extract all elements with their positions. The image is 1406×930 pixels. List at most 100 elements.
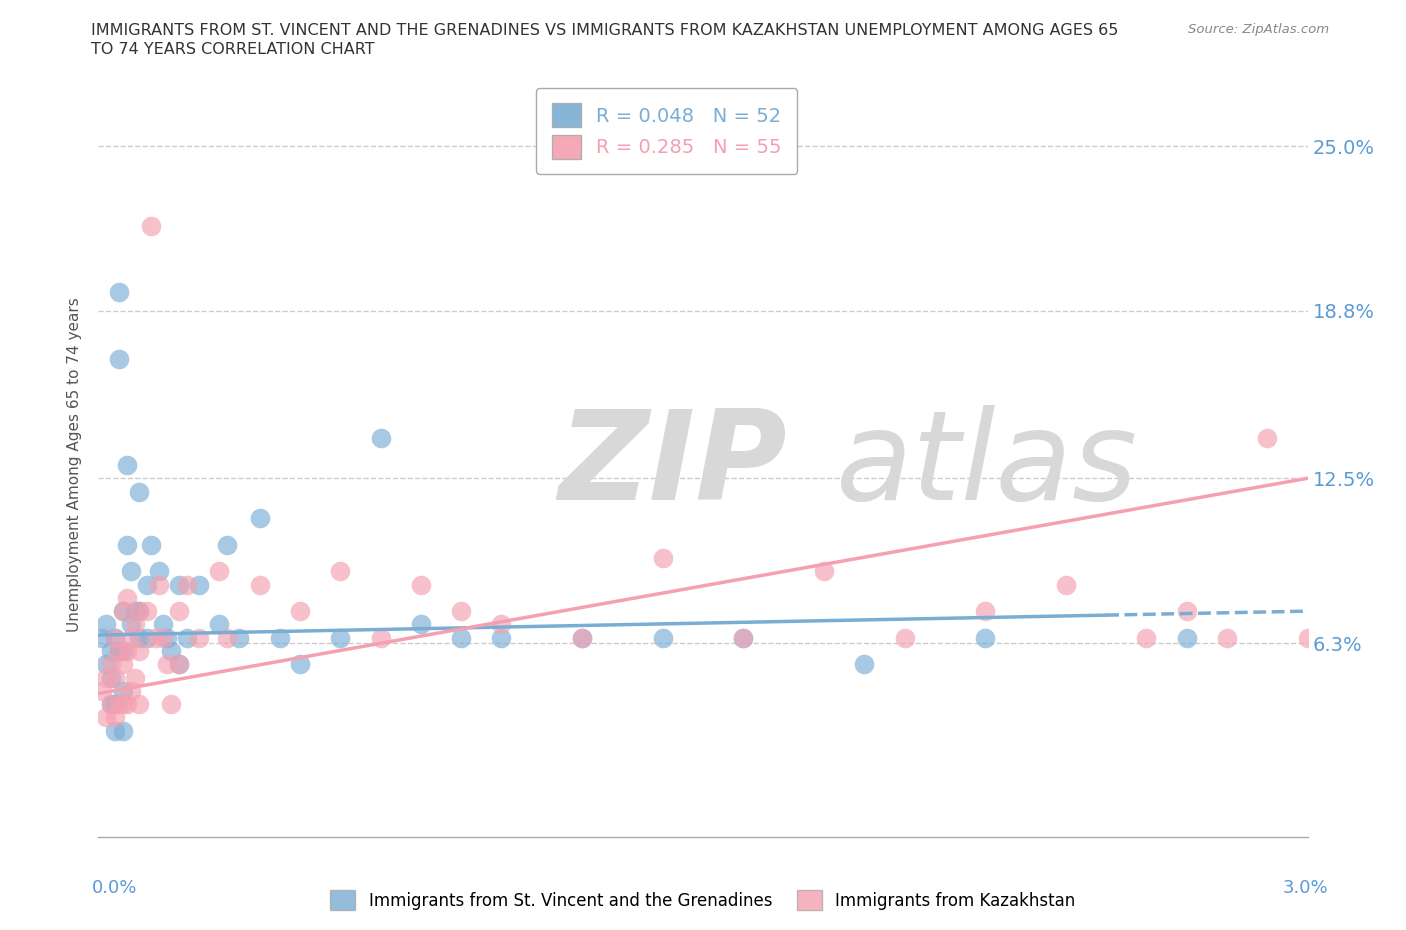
Point bbox=[120, 564, 142, 578]
Point bbox=[96, 617, 118, 631]
Point bbox=[228, 631, 250, 645]
Y-axis label: Unemployment Among Ages 65 to 74 years: Unemployment Among Ages 65 to 74 years bbox=[67, 298, 83, 632]
Point bbox=[135, 631, 157, 645]
Text: Source: ZipAtlas.com: Source: ZipAtlas.com bbox=[1188, 23, 1329, 36]
Point bbox=[107, 697, 129, 711]
Text: 3.0%: 3.0% bbox=[1284, 879, 1329, 897]
Point bbox=[128, 644, 150, 658]
Point bbox=[103, 631, 125, 645]
Point bbox=[128, 604, 150, 618]
Point bbox=[167, 578, 190, 592]
Point bbox=[1216, 631, 1239, 645]
Point bbox=[1296, 631, 1319, 645]
Point bbox=[156, 631, 179, 645]
Point bbox=[120, 631, 142, 645]
Point bbox=[111, 604, 134, 618]
Point bbox=[103, 710, 125, 724]
Point bbox=[139, 538, 162, 552]
Point bbox=[115, 538, 138, 552]
Text: 0.0%: 0.0% bbox=[91, 879, 136, 897]
Point bbox=[143, 631, 166, 645]
Point bbox=[813, 564, 835, 578]
Point bbox=[1256, 431, 1278, 445]
Text: ZIP: ZIP bbox=[558, 405, 786, 525]
Point bbox=[893, 631, 915, 645]
Point bbox=[571, 631, 593, 645]
Point bbox=[651, 551, 673, 565]
Point bbox=[139, 219, 162, 233]
Text: atlas: atlas bbox=[837, 405, 1137, 525]
Point bbox=[115, 458, 138, 472]
Point bbox=[329, 631, 352, 645]
Point bbox=[148, 564, 170, 578]
Legend: Immigrants from St. Vincent and the Grenadines, Immigrants from Kazakhstan: Immigrants from St. Vincent and the Gren… bbox=[323, 884, 1083, 917]
Point bbox=[111, 684, 134, 698]
Point bbox=[120, 617, 142, 631]
Point bbox=[100, 697, 122, 711]
Point bbox=[167, 657, 190, 671]
Point bbox=[1135, 631, 1157, 645]
Point bbox=[91, 631, 114, 645]
Point bbox=[329, 564, 352, 578]
Point bbox=[111, 604, 134, 618]
Point bbox=[103, 631, 125, 645]
Point bbox=[124, 671, 146, 685]
Point bbox=[120, 684, 142, 698]
Point bbox=[152, 617, 174, 631]
Point bbox=[288, 604, 311, 618]
Point bbox=[111, 724, 134, 738]
Point bbox=[100, 657, 122, 671]
Point bbox=[208, 617, 231, 631]
Point bbox=[450, 631, 472, 645]
Point bbox=[974, 631, 997, 645]
Point bbox=[148, 578, 170, 592]
Point bbox=[491, 631, 513, 645]
Point bbox=[853, 657, 876, 671]
Point bbox=[135, 604, 157, 618]
Point bbox=[100, 644, 122, 658]
Point bbox=[160, 644, 183, 658]
Point bbox=[128, 604, 150, 618]
Point bbox=[160, 697, 183, 711]
Point bbox=[124, 617, 146, 631]
Point bbox=[96, 657, 118, 671]
Point bbox=[111, 644, 134, 658]
Point bbox=[491, 617, 513, 631]
Point bbox=[974, 604, 997, 618]
Point bbox=[651, 631, 673, 645]
Point bbox=[107, 352, 129, 366]
Text: IMMIGRANTS FROM ST. VINCENT AND THE GRENADINES VS IMMIGRANTS FROM KAZAKHSTAN UNE: IMMIGRANTS FROM ST. VINCENT AND THE GREN… bbox=[91, 23, 1119, 38]
Point bbox=[167, 657, 190, 671]
Point bbox=[288, 657, 311, 671]
Point bbox=[107, 644, 129, 658]
Point bbox=[249, 578, 271, 592]
Point bbox=[91, 684, 114, 698]
Point bbox=[217, 631, 239, 645]
Point bbox=[176, 578, 198, 592]
Point bbox=[96, 671, 118, 685]
Point bbox=[103, 724, 125, 738]
Point bbox=[188, 631, 211, 645]
Point bbox=[128, 485, 150, 499]
Point bbox=[733, 631, 755, 645]
Point bbox=[100, 671, 122, 685]
Point bbox=[124, 604, 146, 618]
Point bbox=[111, 697, 134, 711]
Point bbox=[128, 697, 150, 711]
Point bbox=[156, 657, 179, 671]
Point bbox=[733, 631, 755, 645]
Point bbox=[370, 631, 392, 645]
Point bbox=[103, 697, 125, 711]
Point bbox=[115, 644, 138, 658]
Point bbox=[571, 631, 593, 645]
Point bbox=[96, 710, 118, 724]
Point bbox=[1054, 578, 1077, 592]
Point bbox=[176, 631, 198, 645]
Point bbox=[409, 617, 432, 631]
Point bbox=[115, 591, 138, 605]
Point bbox=[208, 564, 231, 578]
Point bbox=[107, 644, 129, 658]
Point bbox=[450, 604, 472, 618]
Point bbox=[135, 578, 157, 592]
Point bbox=[188, 578, 211, 592]
